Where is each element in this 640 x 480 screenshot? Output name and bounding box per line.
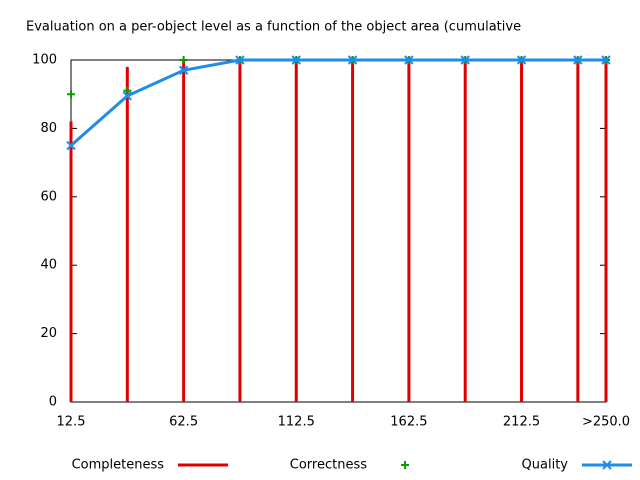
y-tick-label: 0 — [49, 395, 57, 410]
legend-label: Correctness — [290, 458, 367, 473]
y-tick-label: 40 — [40, 258, 57, 273]
point — [573, 55, 583, 65]
x-tick-label: 12.5 — [57, 415, 86, 430]
x-tick-label: 212.5 — [503, 415, 540, 430]
x-tick-label: 162.5 — [390, 415, 427, 430]
line — [70, 58, 606, 147]
point — [179, 56, 188, 64]
point — [516, 55, 527, 65]
point — [601, 55, 611, 65]
point — [178, 65, 189, 75]
point — [291, 55, 301, 65]
point — [123, 86, 132, 95]
y-tick-label: 100 — [32, 53, 57, 68]
point — [122, 91, 133, 101]
legend-label: Quality — [522, 458, 569, 473]
x-tick-label: 112.5 — [278, 415, 315, 430]
point — [66, 140, 76, 151]
legend-label: Completeness — [72, 458, 165, 473]
point — [404, 55, 414, 65]
point — [602, 460, 612, 470]
x-tick-label: 62.5 — [169, 415, 198, 430]
x-tick-label: >250.0 — [582, 415, 630, 430]
y-tick-label: 80 — [40, 121, 57, 136]
plot-frame — [70, 59, 607, 403]
point — [347, 55, 358, 65]
point — [401, 461, 409, 469]
point — [67, 90, 75, 99]
chart-title: Evaluation on a per-object level as a fu… — [26, 20, 521, 35]
point — [235, 55, 245, 65]
y-tick-label: 20 — [40, 326, 57, 341]
point — [460, 55, 470, 65]
y-tick-label: 60 — [40, 189, 57, 204]
